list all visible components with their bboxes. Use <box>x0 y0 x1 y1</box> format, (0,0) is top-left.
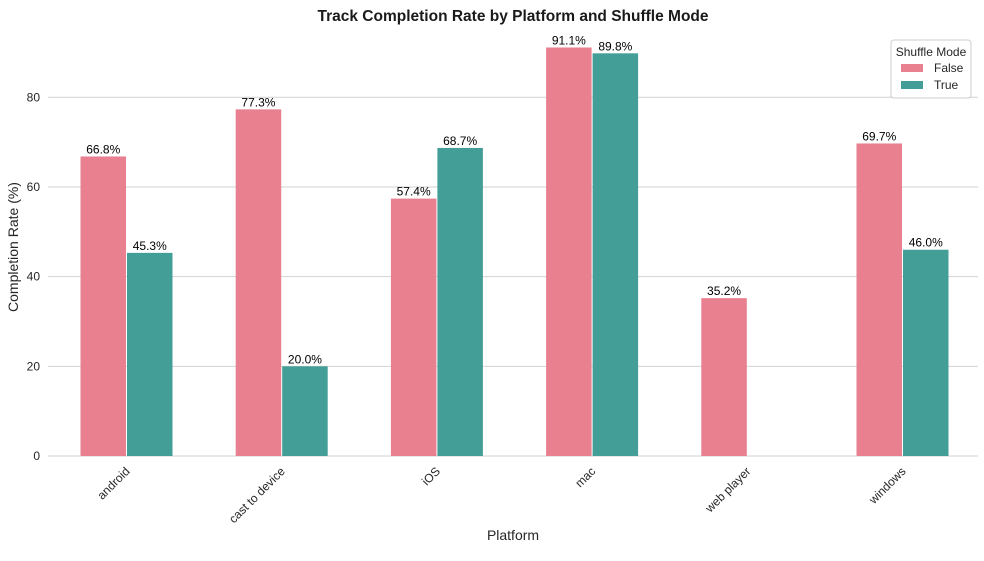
x-tick-label: web player <box>702 464 754 516</box>
legend-swatch-true <box>901 81 923 89</box>
bar-value-label: 91.1% <box>552 33 586 47</box>
bar-value-label: 77.3% <box>241 95 275 109</box>
chart-title: Track Completion Rate by Platform and Sh… <box>318 8 709 25</box>
bar-true-cast-to-device <box>282 366 328 456</box>
legend-title: Shuffle Mode <box>896 45 967 59</box>
bar-labels: 66.8% 45.3% 77.3% 20.0% 57.4% 68.7% 91.1% 89.8%… <box>86 33 943 366</box>
x-tick-label: windows <box>865 464 908 507</box>
bar-value-label: 68.7% <box>443 134 477 148</box>
y-tick-label: 60 <box>27 180 41 194</box>
bar-true-android <box>127 252 173 456</box>
bar-true-mac <box>592 53 639 456</box>
y-tick-label: 20 <box>27 359 41 373</box>
y-tick-label: 80 <box>27 90 41 104</box>
x-tick-label: mac <box>572 464 598 490</box>
y-tick-label: 0 <box>33 449 40 463</box>
x-axis-label: Platform <box>487 527 539 543</box>
bar-value-label: 46.0% <box>909 236 943 250</box>
bar-value-label: 20.0% <box>288 352 322 366</box>
bar-value-label: 89.8% <box>598 39 632 53</box>
x-tick-label: cast to device <box>226 464 288 526</box>
bar-true-windows <box>903 249 949 456</box>
legend-swatch-false <box>901 64 923 72</box>
bar-value-label: 35.2% <box>707 284 741 298</box>
x-tick-labels: android cast to device iOS mac web player win… <box>94 464 908 526</box>
bar-value-label: 57.4% <box>397 185 431 199</box>
bar-true-ios <box>437 147 483 456</box>
legend: Shuffle Mode False True <box>890 39 972 99</box>
bar-false-web-player <box>701 298 747 456</box>
bar-false-android <box>80 156 126 456</box>
legend-label-true: True <box>934 78 959 92</box>
x-tick-label: iOS <box>419 464 443 488</box>
bar-value-label: 69.7% <box>862 129 896 143</box>
bars <box>80 47 949 456</box>
bar-false-windows <box>856 143 902 456</box>
bar-false-mac <box>546 47 592 456</box>
bar-value-label: 66.8% <box>86 142 120 156</box>
legend-label-false: False <box>934 61 964 75</box>
x-tick-label: android <box>94 464 132 502</box>
y-tick-label: 40 <box>27 270 41 284</box>
bar-false-ios <box>390 198 437 456</box>
grid-lines <box>48 96 978 457</box>
y-axis-label: Completion Rate (%) <box>5 182 21 312</box>
bar-value-label: 45.3% <box>133 239 167 253</box>
bar-false-cast-to-device <box>235 109 282 456</box>
y-tick-labels: 0 20 40 60 80 <box>27 90 41 463</box>
